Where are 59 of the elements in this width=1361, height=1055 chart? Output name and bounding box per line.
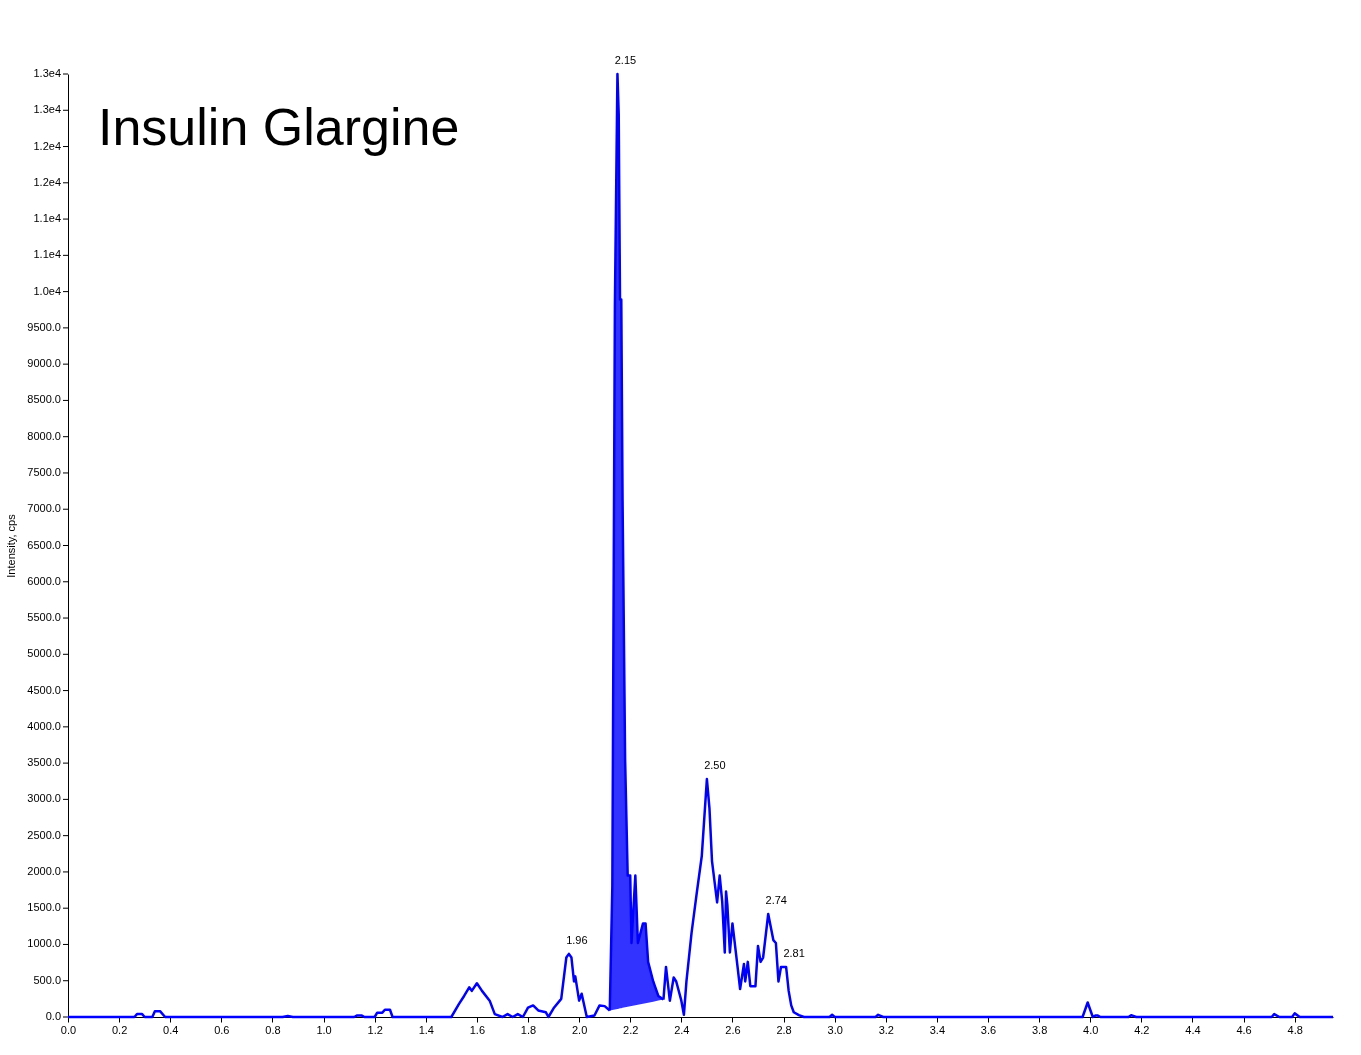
annotation: 1.96 (566, 933, 588, 946)
x-tick-label: 2.0 (571, 1023, 588, 1036)
annotation: 2.81 (783, 946, 805, 959)
y-tick-label: 8000.0 (27, 429, 61, 442)
x-tick-label: 4.6 (1236, 1023, 1252, 1036)
y-tick-label: 1.1e4 (33, 248, 61, 261)
x-tick-label: 2.4 (674, 1023, 690, 1036)
y-tick-label: 1.2e4 (33, 175, 61, 188)
x-tick-label: 0.2 (111, 1023, 128, 1036)
x-tick-label: 1.8 (520, 1023, 537, 1036)
x-tick-label: 4.2 (1134, 1023, 1150, 1036)
text: Insulin Glargine (98, 98, 460, 156)
x-tick-label: 0.6 (214, 1023, 230, 1036)
y-tick-label: 5000.0 (27, 647, 61, 660)
y-tick-label: 1.0e4 (33, 284, 61, 297)
y-axis-title: Intensity, cps (4, 513, 17, 578)
x-tick-label: 0.0 (60, 1023, 77, 1036)
y-tick-label: 2500.0 (27, 828, 61, 841)
x-tick-label: 0.4 (163, 1023, 179, 1036)
x-tick-label: 1.0 (316, 1023, 332, 1036)
y-tick-label: 3000.0 (27, 792, 61, 805)
y-tick-label: 8500.0 (27, 393, 61, 406)
y-tick-label: 5500.0 (27, 611, 61, 624)
y-tick-label: 0.0 (45, 1010, 61, 1022)
x-tick-label: 4.4 (1185, 1023, 1201, 1036)
y-tick-label: 2000.0 (27, 864, 61, 877)
y-tick-label: 4000.0 (27, 719, 61, 732)
x-tick-label: 1.2 (367, 1023, 383, 1036)
y-tick-label: 500.0 (33, 973, 61, 986)
annotation: 2.74 (765, 894, 787, 906)
x-tick-label: 4.8 (1287, 1023, 1303, 1036)
y-tick-label: 1.3e4 (33, 67, 61, 79)
y-tick-label: 3500.0 (27, 756, 61, 769)
x-tick-label: 2.8 (776, 1023, 792, 1036)
y-tick-label: 4500.0 (27, 683, 61, 696)
y-tick-label: 6500.0 (27, 538, 61, 551)
annotation: 2.15 (614, 54, 637, 66)
y-tick-label: 6000.0 (27, 574, 61, 587)
x-tick-label: 3.4 (929, 1023, 946, 1036)
x-tick-label: 4.0 (1083, 1023, 1099, 1036)
x-tick-label: 3.6 (980, 1023, 997, 1036)
y-tick-label: 1000.0 (27, 937, 61, 950)
x-tick-label: 3.0 (827, 1023, 843, 1036)
x-tick-label: 3.2 (878, 1023, 894, 1036)
x-tick-label: 1.6 (469, 1023, 486, 1036)
y-tick-label: 9500.0 (27, 320, 61, 333)
x-tick-label: 2.2 (623, 1023, 639, 1036)
y-tick-label: 1.2e4 (33, 139, 61, 152)
y-tick-label: 7000.0 (27, 502, 61, 515)
x-tick-label: 0.8 (265, 1023, 281, 1036)
y-tick-label: 7500.0 (27, 465, 61, 478)
y-tick-label: 1.1e4 (33, 212, 61, 225)
x-tick-label: 1.4 (418, 1023, 434, 1036)
x-tick-label: 2.6 (725, 1023, 741, 1036)
x-tick-label: 3.8 (1031, 1023, 1048, 1036)
annotation: 2.50 (704, 759, 726, 772)
y-tick-label: 1.3e4 (33, 103, 61, 116)
y-tick-label: 9000.0 (27, 357, 61, 370)
y-tick-label: 1500.0 (27, 901, 61, 914)
